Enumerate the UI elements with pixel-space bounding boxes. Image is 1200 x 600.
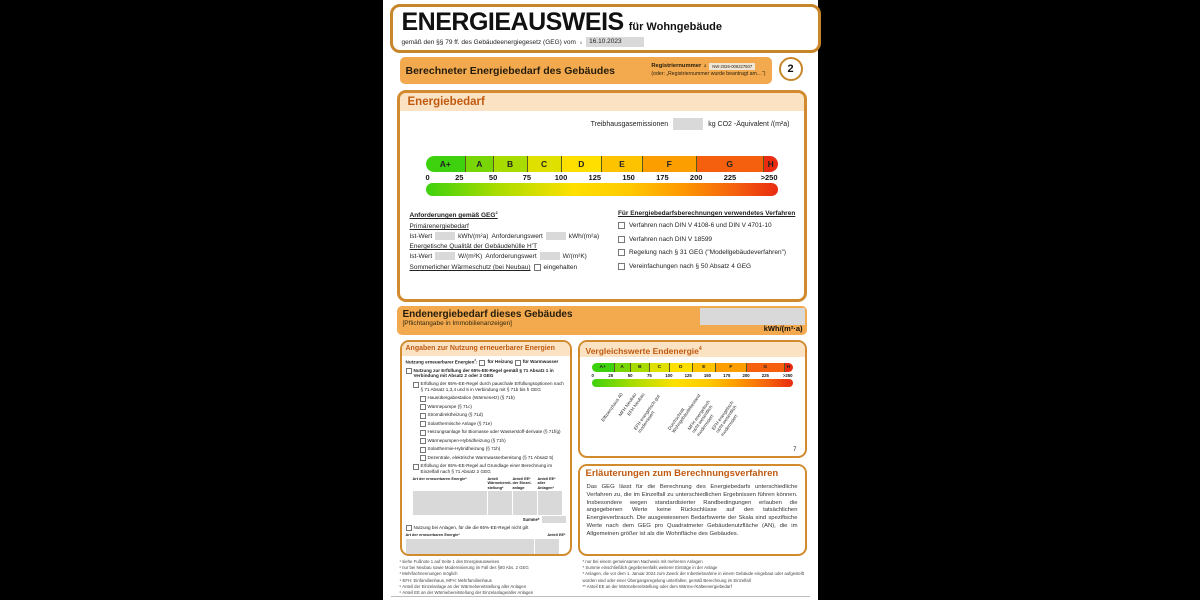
verfahren-heading: Für Energiebedarfsberechnungen verwendet… (617, 210, 796, 217)
anforderungswert-field[interactable] (545, 232, 566, 241)
sub-checkbox[interactable] (419, 438, 426, 445)
date-field[interactable]: 16.10.2023 (586, 37, 645, 47)
ghg-label: Treibhausgasemissionen (590, 120, 669, 128)
warmwasser-checkbox[interactable] (514, 359, 521, 366)
class-label: E (619, 159, 625, 169)
verfahren-checkbox[interactable] (617, 222, 625, 229)
opt4-checkbox[interactable] (405, 525, 412, 532)
document-title: ENERGIEAUSWEIS (401, 8, 625, 36)
ee-opt2: Erfüllung der 65%-EE-Regel durch pauscha… (412, 381, 566, 393)
comparison-scale: A+ A B C D E F G H 0 25 50 75 100 125 150 175 20… (591, 363, 793, 387)
requirements-left: Anforderungen gemäß GEG2 Primärenergiebe… (410, 210, 618, 276)
footnote-mark: 1 (579, 39, 583, 45)
energy-class-band: A+ A B C D E F G H (425, 156, 778, 172)
title-box: ENERGIEAUSWEIS für Wohngebäude gemäß den … (389, 4, 821, 53)
registration-alt-text: (oder: „Registriernummer wurde beantragt… (651, 70, 766, 77)
table1-input-area[interactable] (487, 490, 512, 515)
primaerenergie-row: Ist-Wert kWh/(m²a) Anforderungswert kWh/… (409, 232, 600, 241)
table2-input-area[interactable] (534, 538, 559, 554)
energiebedarf-header: Energiebedarf (399, 93, 804, 111)
endenergie-title: Endenergiebedarf dieses Gebäudes (402, 309, 573, 320)
ee-opt4: Nutzung bei Anlagen, für die die 65%-EE-… (405, 525, 566, 532)
verfahren-checkbox[interactable] (617, 235, 625, 243)
sommer-row: Sommerlicher Wärmeschutz (bei Neubau) ei… (409, 264, 578, 272)
ee-table-1: Art der erneuerbaren Energie* Anteil Wär… (412, 477, 566, 523)
ee-opt3: Erfüllung der 65%-EE-Regel auf Grundlage… (412, 463, 566, 475)
table1-input-area[interactable] (512, 490, 537, 515)
registration-block: Registriernummer 2 NW-2026-006227507 (ode… (651, 62, 766, 77)
footnotes-left: ¹ siehe Fußnote 1 auf Seite 1 des Energi… (399, 559, 534, 596)
erlaeuterungen-header: Erläuterungen zum Berechnungsverfahren (579, 466, 805, 482)
ist-wert-field[interactable] (435, 252, 456, 261)
sub-checkbox[interactable] (419, 455, 426, 462)
endenergie-unit: kWh/(m²·a) (763, 324, 803, 333)
sub-checkbox[interactable] (419, 446, 426, 453)
class-label: B (506, 159, 514, 169)
bottom-divider (390, 596, 810, 597)
ist-wert-field[interactable] (435, 232, 456, 241)
registration-label: Registriernummer (651, 62, 702, 69)
ee-table-2: Art der erneuerbaren Energie* Anteil EE*… (405, 533, 566, 554)
class-label: H (767, 159, 774, 169)
comparison-labels: Effizienzhaus 40 MFH Neubau EFH Neubau E… (600, 392, 739, 437)
section-title: Berechneter Energiebedarf des Gebäudes (405, 64, 616, 77)
table2-input-area[interactable] (405, 538, 534, 554)
erlaeuterungen-panel: Erläuterungen zum Berechnungsverfahren D… (577, 464, 807, 556)
eingehalten-checkbox[interactable] (533, 264, 541, 272)
registration-number-field[interactable]: NW-2026-006227507 (709, 63, 756, 71)
law-reference: gemäß den §§ 79 ff. des Gebäudeenergiege… (402, 37, 809, 47)
requirements-section: Anforderungen gemäß GEG2 Primärenergiebe… (410, 210, 796, 276)
ghg-unit: kg CO2 -Äquivalent /(m²a) (708, 120, 790, 128)
ee-opt1: Nutzung zur Erfüllung der 65%-EE-Regel g… (405, 368, 566, 380)
heizung-checkbox[interactable] (479, 359, 486, 366)
energy-scale-ticks: 0 25 50 75 100 125 150 175 200 225 >250 (425, 173, 778, 182)
opt3-checkbox[interactable] (412, 463, 419, 470)
erlaeuterungen-body: Das GEG lässt für die Berechnung des Ene… (586, 484, 798, 537)
energy-gradient-bar (425, 183, 778, 196)
table1-input-area[interactable] (537, 490, 562, 515)
endenergie-value-field[interactable] (699, 308, 805, 325)
verfahren-checkbox[interactable] (617, 249, 625, 256)
section-header-bar: Berechneter Energiebedarf des Gebäudes R… (399, 57, 772, 84)
document-subtitle: für Wohngebäude (628, 21, 722, 33)
footnotes: ¹ siehe Fußnote 1 auf Seite 1 des Energi… (400, 559, 807, 596)
title-line: ENERGIEAUSWEIS für Wohngebäude (402, 8, 809, 37)
class-label: A+ (439, 159, 451, 169)
vergleichswerte-panel: Vergleichswerte Endenergie4 A+ A B C D E… (577, 340, 807, 458)
erneuerbare-panel: Angaben zur Nutzung erneuerbarer Energie… (399, 340, 572, 556)
primaerenergie-label: Primärenergiebedarf (409, 223, 469, 231)
verfahren-list: Für Energiebedarfsberechnungen verwendet… (617, 210, 796, 270)
verfahren-checkbox[interactable] (617, 262, 625, 270)
energy-certificate-page: ENERGIEAUSWEIS für Wohngebäude gemäß den … (382, 0, 821, 600)
huelle-row: Ist-Wert W/(m²K) Anforderungswert W/(m²K… (409, 252, 587, 261)
class-label: G (726, 159, 734, 169)
sub-checkbox[interactable] (419, 404, 426, 411)
footnotes-right: * nur bei einem gemeinsamen Nachweis mit… (582, 559, 804, 589)
class-label: F (666, 159, 672, 169)
endenergiebedarf-bar: Endenergiebedarf dieses Gebäudes [Pflich… (396, 306, 807, 335)
endenergie-note: [Pflichtangabe in Immobilienanzeigen] (402, 320, 512, 327)
opt1-checkbox[interactable] (405, 368, 412, 374)
sub-checkbox[interactable] (419, 429, 426, 436)
page-number-badge: 2 (778, 57, 803, 81)
table1-sum-field[interactable] (541, 515, 566, 523)
class-label: D (578, 159, 585, 169)
energiebedarf-panel: Energiebedarf Treibhausgasemissionen kg … (396, 90, 807, 302)
sub-checkbox[interactable] (419, 395, 426, 402)
energy-scale: A+ A B C D E F G H 0 25 50 75 100 125 150 175 20… (425, 156, 778, 196)
class-label: A (476, 159, 483, 169)
table1-input-area[interactable] (412, 490, 487, 515)
vergleichswerte-header: Vergleichswerte Endenergie4 (579, 342, 805, 357)
class-label: C (541, 159, 548, 169)
huelle-label: Energetische Qualität der Gebäudehülle H… (409, 243, 538, 251)
opt2-checkbox[interactable] (412, 381, 419, 388)
panel-page-number: 7 (793, 447, 797, 453)
ghg-row: Treibhausgasemissionen kg CO2 -Äquivalen… (400, 118, 790, 130)
ghg-value-field[interactable] (673, 118, 704, 130)
anforderungswert-field[interactable] (539, 252, 560, 261)
sub-checkbox[interactable] (419, 421, 426, 428)
ee-intro-row: Nutzung erneuerbarer Energien3: für Heiz… (405, 359, 559, 366)
erneuerbare-header: Angaben zur Nutzung erneuerbarer Energie… (401, 342, 570, 356)
sub-checkbox[interactable] (419, 412, 426, 419)
